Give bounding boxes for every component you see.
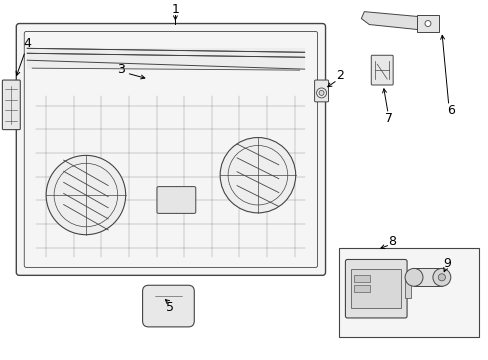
Text: 7: 7 — [385, 112, 392, 125]
FancyBboxPatch shape — [142, 285, 194, 327]
Bar — [413, 269, 441, 286]
Text: 9: 9 — [442, 257, 450, 270]
Bar — [404, 276, 410, 298]
Text: 5: 5 — [166, 301, 174, 314]
Bar — [339, 248, 478, 337]
FancyBboxPatch shape — [2, 80, 20, 130]
Circle shape — [220, 138, 295, 213]
Bar — [351, 269, 400, 308]
FancyBboxPatch shape — [157, 186, 195, 213]
FancyBboxPatch shape — [370, 55, 392, 85]
Text: 3: 3 — [117, 63, 124, 76]
Text: 1: 1 — [171, 3, 179, 16]
Circle shape — [424, 21, 430, 27]
Polygon shape — [361, 12, 423, 30]
FancyBboxPatch shape — [314, 80, 328, 102]
FancyBboxPatch shape — [345, 260, 406, 318]
Circle shape — [432, 269, 450, 286]
Bar — [27, 48, 304, 69]
FancyBboxPatch shape — [16, 23, 325, 275]
Circle shape — [437, 274, 445, 281]
Circle shape — [46, 156, 125, 235]
Bar — [354, 275, 369, 282]
Text: 4: 4 — [23, 37, 31, 50]
Text: 6: 6 — [446, 104, 454, 117]
Text: 8: 8 — [387, 235, 395, 248]
Bar — [416, 15, 438, 32]
Bar — [354, 285, 369, 292]
Circle shape — [404, 269, 422, 286]
Text: 2: 2 — [336, 69, 344, 82]
Circle shape — [319, 90, 324, 95]
